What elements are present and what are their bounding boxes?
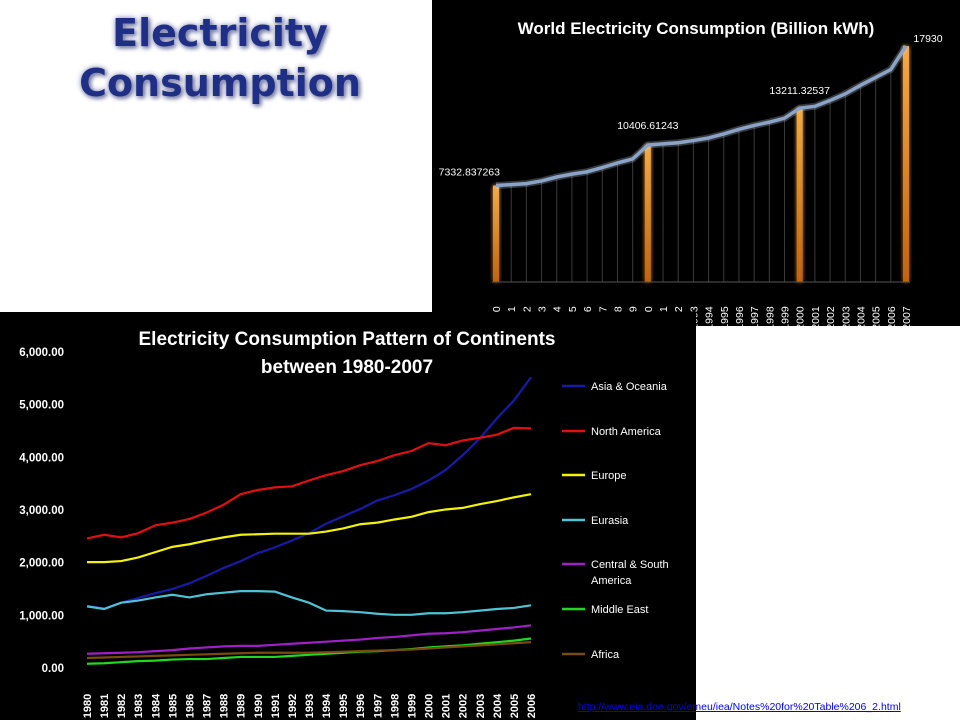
continents-x-tick-1991: 1991 — [270, 694, 282, 718]
continents-x-tick-1990: 1990 — [253, 694, 265, 718]
series-line-africa — [86, 641, 532, 660]
slide-title: Electricity Consumption — [40, 8, 400, 108]
continents-x-tick-1995: 1995 — [338, 694, 350, 718]
world-x-tick-2007: 2007 — [901, 306, 913, 326]
series-line-central-south-america — [86, 624, 532, 655]
legend-label-north-america: North America — [591, 426, 662, 438]
continents-x-tick-1988: 1988 — [219, 694, 231, 718]
world-highlight-bar-1990 — [644, 145, 651, 282]
legend-label-eurasia: Eurasia — [591, 515, 629, 527]
continents-chart-x-axis: 1980 1981 1982 1983 1984 1985 1986 1987 1988 1989… — [82, 693, 538, 718]
world-consumption-chart: World Electricity Consumption (Billion k… — [432, 0, 960, 326]
world-chart-droplines — [495, 46, 907, 282]
continents-x-tick-2000: 2000 — [424, 694, 436, 718]
continents-y-tick-3: 3,000.00 — [19, 505, 64, 517]
continents-x-tick-1980: 1980 — [82, 694, 94, 718]
continents-x-tick-1996: 1996 — [355, 694, 367, 718]
world-x-tick-2002: 2002 — [825, 306, 837, 326]
world-x-tick-1994: 1994 — [704, 306, 716, 326]
continents-x-tick-1983: 1983 — [133, 694, 145, 718]
legend-label-middle-east: Middle East — [591, 604, 648, 616]
slide-title-line-1: Electricity — [112, 11, 328, 55]
world-x-tick-1999: 1999 — [780, 306, 792, 326]
world-chart-title: World Electricity Consumption (Billion k… — [518, 19, 875, 38]
legend-label-europe: Europe — [591, 470, 626, 482]
source-link[interactable]: http://www.eia.doe.gov/emeu/iea/Notes%20… — [578, 701, 901, 713]
world-x-tick-1998: 1998 — [764, 306, 776, 326]
continents-chart-title-line-1: Electricity Consumption Pattern of Conti… — [139, 329, 556, 350]
series-line-north-america — [86, 426, 532, 540]
world-data-label-2007: 17930 — [913, 33, 942, 45]
legend-label-africa: Africa — [591, 649, 620, 661]
world-x-tick-2003: 2003 — [840, 306, 852, 326]
continents-consumption-chart: Electricity Consumption Pattern of Conti… — [0, 312, 696, 720]
continents-x-tick-1981: 1981 — [99, 694, 111, 718]
world-x-tick-1996: 1996 — [734, 306, 746, 326]
continents-x-tick-2002: 2002 — [458, 694, 470, 718]
continents-y-tick-2: 2,000.00 — [19, 558, 64, 570]
continents-x-tick-1982: 1982 — [116, 694, 128, 718]
continents-x-tick-2005: 2005 — [509, 694, 521, 718]
continents-x-tick-1993: 1993 — [304, 694, 316, 718]
world-x-tick-2004: 2004 — [855, 306, 867, 326]
continents-x-tick-1999: 1999 — [406, 694, 418, 718]
continents-chart-legend: Asia & Oceania North America Europe Eurasia… — [562, 381, 669, 661]
world-chart-data-labels: 7332.837263 10406.61243 13211.32537 17930 — [439, 33, 943, 178]
world-series-glow — [495, 44, 909, 190]
world-x-tick-2000: 2000 — [795, 306, 807, 326]
world-x-tick-2001: 2001 — [810, 306, 822, 326]
world-highlight-bar-2000 — [796, 108, 803, 282]
continents-chart-y-axis: 0.00 1,000.00 2,000.00 3,000.00 4,000.00 5,00… — [19, 347, 64, 675]
continents-y-tick-6: 6,000.00 — [19, 347, 64, 359]
series-line-europe — [87, 493, 532, 564]
world-highlight-bar-1980 — [493, 185, 499, 282]
continents-x-tick-1986: 1986 — [184, 694, 196, 718]
legend-label-central-south-america-line-2: America — [591, 575, 632, 587]
series-line-eurasia — [86, 590, 532, 616]
world-x-tick-1997: 1997 — [749, 306, 761, 326]
continents-x-tick-2001: 2001 — [441, 694, 453, 718]
world-x-tick-2006: 2006 — [886, 306, 898, 326]
world-highlight-bar-2007 — [903, 46, 909, 282]
slide-title-line-2: Consumption — [79, 61, 361, 105]
series-line-asia-oceania — [86, 376, 532, 610]
world-data-label-1990: 10406.61243 — [617, 120, 678, 132]
continents-x-tick-2004: 2004 — [492, 693, 504, 718]
continents-x-tick-1992: 1992 — [287, 694, 299, 718]
continents-x-tick-1998: 1998 — [389, 694, 401, 718]
world-x-tick-2005: 2005 — [871, 306, 883, 326]
continents-y-tick-5: 5,000.00 — [19, 400, 64, 412]
continents-x-tick-1994: 1994 — [321, 693, 333, 718]
continents-y-tick-1: 1,000.00 — [19, 610, 64, 622]
continents-chart-series — [86, 376, 532, 665]
continents-y-tick-4: 4,000.00 — [19, 452, 64, 464]
legend-label-central-south-america-line-1: Central & South — [591, 559, 669, 571]
world-chart-highlight-bars — [493, 46, 909, 282]
world-series-line — [495, 45, 908, 188]
world-data-label-1980: 7332.837263 — [439, 167, 500, 179]
continents-x-tick-1997: 1997 — [372, 694, 384, 718]
continents-y-tick-0: 0.00 — [42, 663, 64, 675]
continents-x-tick-1984: 1984 — [150, 693, 162, 718]
world-data-label-2000: 13211.32537 — [769, 85, 830, 97]
continents-x-tick-1985: 1985 — [167, 694, 179, 718]
world-chart-series — [495, 44, 909, 190]
continents-x-tick-1989: 1989 — [236, 694, 248, 718]
continents-chart-title-line-2: between 1980-2007 — [261, 357, 433, 378]
legend-label-asia-oceania: Asia & Oceania — [591, 381, 668, 393]
continents-x-tick-1987: 1987 — [202, 694, 214, 718]
world-x-tick-1995: 1995 — [719, 306, 731, 326]
continents-x-tick-2003: 2003 — [475, 694, 487, 718]
continents-x-tick-2006: 2006 — [526, 694, 538, 718]
